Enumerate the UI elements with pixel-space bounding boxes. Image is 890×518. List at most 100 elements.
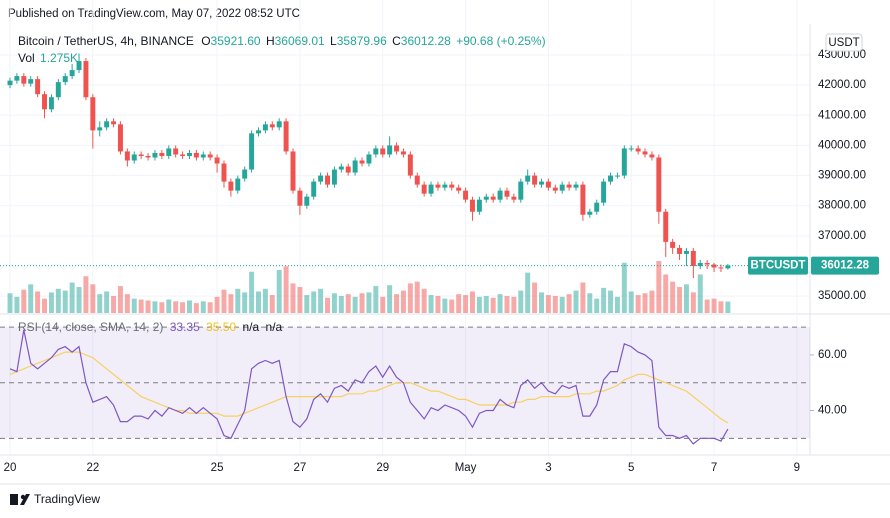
candle-body — [97, 127, 103, 131]
candle-body — [649, 154, 655, 158]
volume-bar — [400, 290, 406, 313]
volume-bar — [366, 292, 372, 313]
rsi-na: n/a — [242, 320, 259, 334]
y-tick-label: 35000.00 — [818, 290, 866, 302]
candle-body — [249, 133, 255, 170]
candle-body — [373, 148, 379, 155]
volume-bar — [207, 302, 213, 313]
candle-body — [338, 166, 344, 170]
symbol: Bitcoin / TetherUS, 4h, BINANCE — [18, 34, 194, 48]
volume-bar — [656, 261, 662, 313]
candle-body — [42, 94, 48, 110]
volume-bar — [111, 295, 117, 313]
candle-body — [532, 175, 538, 185]
volume-bar — [601, 287, 607, 313]
candle-body — [690, 250, 696, 266]
volume-bar — [283, 266, 289, 313]
candle-body — [656, 157, 662, 212]
rsi-tick-label: 60.00 — [818, 349, 847, 361]
candle-body — [380, 148, 386, 155]
volume-bar — [159, 302, 165, 313]
volume-bar — [48, 292, 54, 313]
candle-body — [414, 175, 420, 185]
volume-bar — [262, 288, 268, 313]
volume-bar — [325, 297, 331, 313]
candle-body — [635, 148, 641, 152]
brand-logo: TradingView — [10, 492, 100, 506]
volume-legend: Vol 1.275K — [18, 51, 78, 65]
candle-body — [35, 79, 41, 95]
volume-bar — [62, 290, 68, 313]
volume-bar — [269, 295, 275, 313]
volume-bar — [235, 288, 241, 313]
volume-bar — [28, 284, 34, 313]
candle-body — [90, 97, 96, 131]
volume-bar — [338, 295, 344, 313]
candle-body — [573, 184, 579, 188]
logo-mark — [10, 494, 18, 505]
volume-bar — [331, 293, 337, 313]
volume-title: Vol — [18, 51, 35, 65]
volume-bar — [428, 295, 434, 313]
candle-body — [214, 157, 220, 164]
candle-body — [145, 155, 151, 158]
volume-bar — [83, 276, 89, 313]
volume-bar — [311, 291, 317, 313]
volume-bar — [152, 301, 158, 313]
candle-body — [704, 262, 710, 265]
volume-bar — [131, 298, 137, 313]
candle-body — [387, 145, 393, 155]
high-value: 36069.01 — [275, 34, 325, 48]
volume-bar — [173, 301, 179, 313]
price-tag — [811, 256, 879, 275]
volume-bar — [511, 296, 517, 313]
candle-body — [83, 61, 89, 98]
candle-body — [628, 148, 634, 150]
volume-bar — [55, 288, 61, 313]
volume-value: 1.275K — [40, 51, 78, 65]
candle-body — [345, 166, 351, 173]
x-tick-label: 7 — [711, 462, 717, 474]
volume-bar — [663, 274, 669, 313]
close-value: 36012.28 — [401, 34, 451, 48]
volume-bar — [621, 262, 627, 313]
volume-bar — [138, 299, 144, 313]
candle-body — [69, 70, 75, 77]
volume-bar — [580, 282, 586, 313]
volume-bar — [628, 291, 634, 313]
rsi-sma-line — [9, 351, 729, 424]
candle-body — [7, 80, 13, 86]
y-tick-label: 38000.00 — [818, 200, 866, 212]
rsi-line — [9, 329, 729, 445]
volume-bar — [90, 284, 96, 313]
candle-body — [221, 163, 227, 182]
volume-bar — [318, 288, 324, 313]
volume-bar — [704, 299, 710, 313]
currency-button[interactable] — [825, 33, 863, 52]
candle-body — [566, 184, 572, 188]
volume-bar — [711, 298, 717, 313]
currency[interactable]: USDT — [828, 37, 859, 49]
candle-body — [435, 184, 441, 188]
candle-body — [400, 151, 406, 155]
candle-body — [48, 97, 54, 110]
rsi-na: n/a — [266, 320, 283, 334]
volume-bar — [394, 294, 400, 313]
candle-body — [117, 124, 123, 152]
volume-bar — [14, 296, 20, 313]
candle-body — [21, 76, 27, 84]
candle-body — [601, 181, 607, 203]
candle-body — [131, 154, 137, 161]
candle-body — [642, 151, 648, 155]
candle-body — [449, 184, 455, 188]
volume-bar — [435, 295, 441, 313]
rsi-legend: RSI (14, close, SMA, 14, 2) 33.35 35.50 … — [18, 320, 283, 334]
candle-body — [697, 262, 703, 266]
volume-bar — [117, 286, 123, 313]
y-tick-label: 41000.00 — [818, 109, 866, 121]
candle-body — [193, 152, 199, 158]
volume-bar — [532, 282, 538, 313]
volume-bar — [7, 293, 13, 313]
volume-bar — [221, 289, 227, 313]
